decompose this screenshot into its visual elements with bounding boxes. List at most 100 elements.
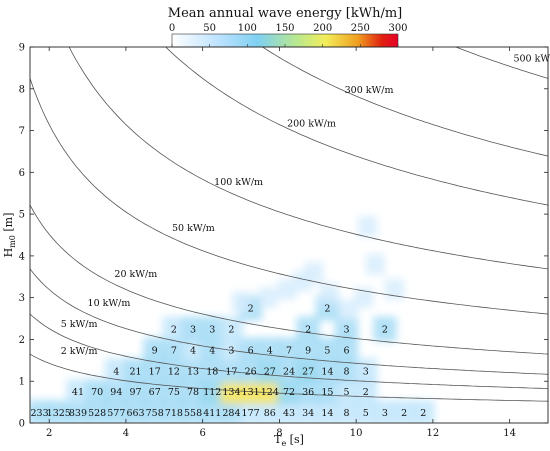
heat-cell: [200, 337, 224, 363]
heat-cell: [143, 379, 167, 405]
y-axis-label-main: H: [2, 248, 15, 258]
cell-count: 9: [152, 345, 158, 356]
heat-cell: [392, 400, 416, 423]
heat-cell-faint: [319, 283, 339, 304]
colorbar: 0 50 100 150 200 250 300: [169, 23, 408, 48]
x-tick-label: 12: [427, 428, 440, 439]
heat-cell: [162, 400, 186, 423]
cell-count: 2: [363, 387, 369, 398]
cell-count: 3: [382, 408, 388, 419]
heat-cell: [104, 358, 128, 384]
cell-count: 1325: [47, 408, 71, 419]
isoline: [30, 313, 548, 389]
isoline: [30, 268, 548, 375]
cell-count: 26: [245, 366, 257, 377]
colorbar-tick-label: 200: [313, 23, 332, 34]
cell-count: 36: [302, 387, 314, 398]
heat-cell: [85, 400, 109, 423]
y-tick-label: 4: [19, 251, 25, 262]
heat-field: [30, 216, 435, 423]
heat-cell: [315, 400, 339, 423]
x-tick-label: 6: [199, 428, 205, 439]
cell-count: 718: [165, 408, 183, 419]
x-tick-label: 4: [123, 428, 129, 439]
y-axis-label: Hm0 [m]: [2, 213, 17, 258]
y-tick-label: 1: [19, 377, 25, 388]
cell-count: 17: [149, 366, 161, 377]
isoline: [261, 47, 548, 157]
y-axis-label-unit: [m]: [2, 213, 15, 236]
cell-count: 18: [206, 366, 218, 377]
isoline-label: 50 kW/m: [172, 223, 215, 234]
heat-cell: [354, 400, 378, 423]
isoline-label: 10 kW/m: [88, 298, 131, 309]
heat-cell: [104, 400, 128, 423]
heat-cell: [239, 400, 263, 423]
cell-count: 34: [302, 408, 314, 419]
cell-count: 134: [222, 387, 240, 398]
heat-cell: [334, 379, 359, 405]
heat-cell-faint: [258, 287, 278, 309]
x-tick-label: 10: [350, 428, 363, 439]
cell-count: 4: [190, 345, 196, 356]
heat-cell: [277, 379, 301, 405]
x-tick-label: 2: [46, 428, 52, 439]
cell-count: 2: [228, 325, 234, 336]
heat-cell: [296, 379, 320, 405]
heat-cell: [219, 358, 244, 384]
cell-count: 70: [91, 387, 103, 398]
cell-count: 558: [184, 408, 202, 419]
heat-cell: [239, 337, 263, 363]
cell-count: 6: [248, 345, 254, 356]
cell-count: 2: [401, 408, 407, 419]
isoline: [165, 47, 548, 206]
heat-cell: [315, 379, 339, 405]
cell-count: 4: [209, 345, 215, 356]
heat-cell: [66, 400, 90, 423]
cell-count: 27: [302, 366, 314, 377]
isoline: [30, 78, 548, 315]
heat-cell-faint: [365, 253, 385, 275]
heat-cell: [181, 358, 205, 384]
isoline-label: 100 kW/m: [214, 177, 263, 188]
heat-cell: [258, 379, 282, 405]
heat-cell: [47, 400, 71, 423]
heat-cell: [123, 358, 148, 384]
cell-count: 3: [190, 325, 196, 336]
heat-cell: [296, 358, 320, 384]
isoline-label: 500 kW/m: [513, 54, 550, 65]
heat-cell: [334, 358, 359, 384]
isoline: [30, 353, 548, 402]
cell-count: 8: [344, 366, 350, 377]
x-axis-label-sub: e: [281, 439, 286, 448]
y-tick-label: 7: [19, 126, 25, 137]
x-axis-label-main: T: [274, 433, 282, 446]
heat-cell: [411, 400, 435, 423]
heat-cell: [258, 358, 282, 384]
plot-frame: [29, 46, 549, 424]
heat-cell: [277, 337, 301, 363]
cell-count: 72: [283, 387, 295, 398]
cell-count: 43: [283, 408, 295, 419]
cell-count: 7: [171, 345, 177, 356]
y-tick-label: 3: [19, 293, 25, 304]
y-tick-label: 9: [19, 43, 25, 54]
cell-count: 97: [129, 387, 141, 398]
heat-cell: [200, 316, 224, 342]
colorbar-tick-label: 150: [275, 23, 294, 34]
cell-count: 3: [228, 345, 234, 356]
cell-count: 7: [286, 345, 292, 356]
heat-cell: [277, 400, 301, 423]
heat-cell: [181, 400, 205, 423]
cell-count: 12: [168, 366, 180, 377]
cell-count: 4: [113, 366, 119, 377]
cell-count: 2: [305, 325, 311, 336]
heat-cell: [181, 379, 205, 405]
heat-cell: [219, 316, 244, 342]
heat-cell: [200, 379, 224, 405]
isoline-labels: 2 kW/m 5 kW/m 10 kW/m 20 kW/m 50 kW/m 100 kW/…: [61, 54, 550, 357]
cell-count: 2: [324, 304, 330, 315]
heat-cell: [30, 400, 52, 423]
